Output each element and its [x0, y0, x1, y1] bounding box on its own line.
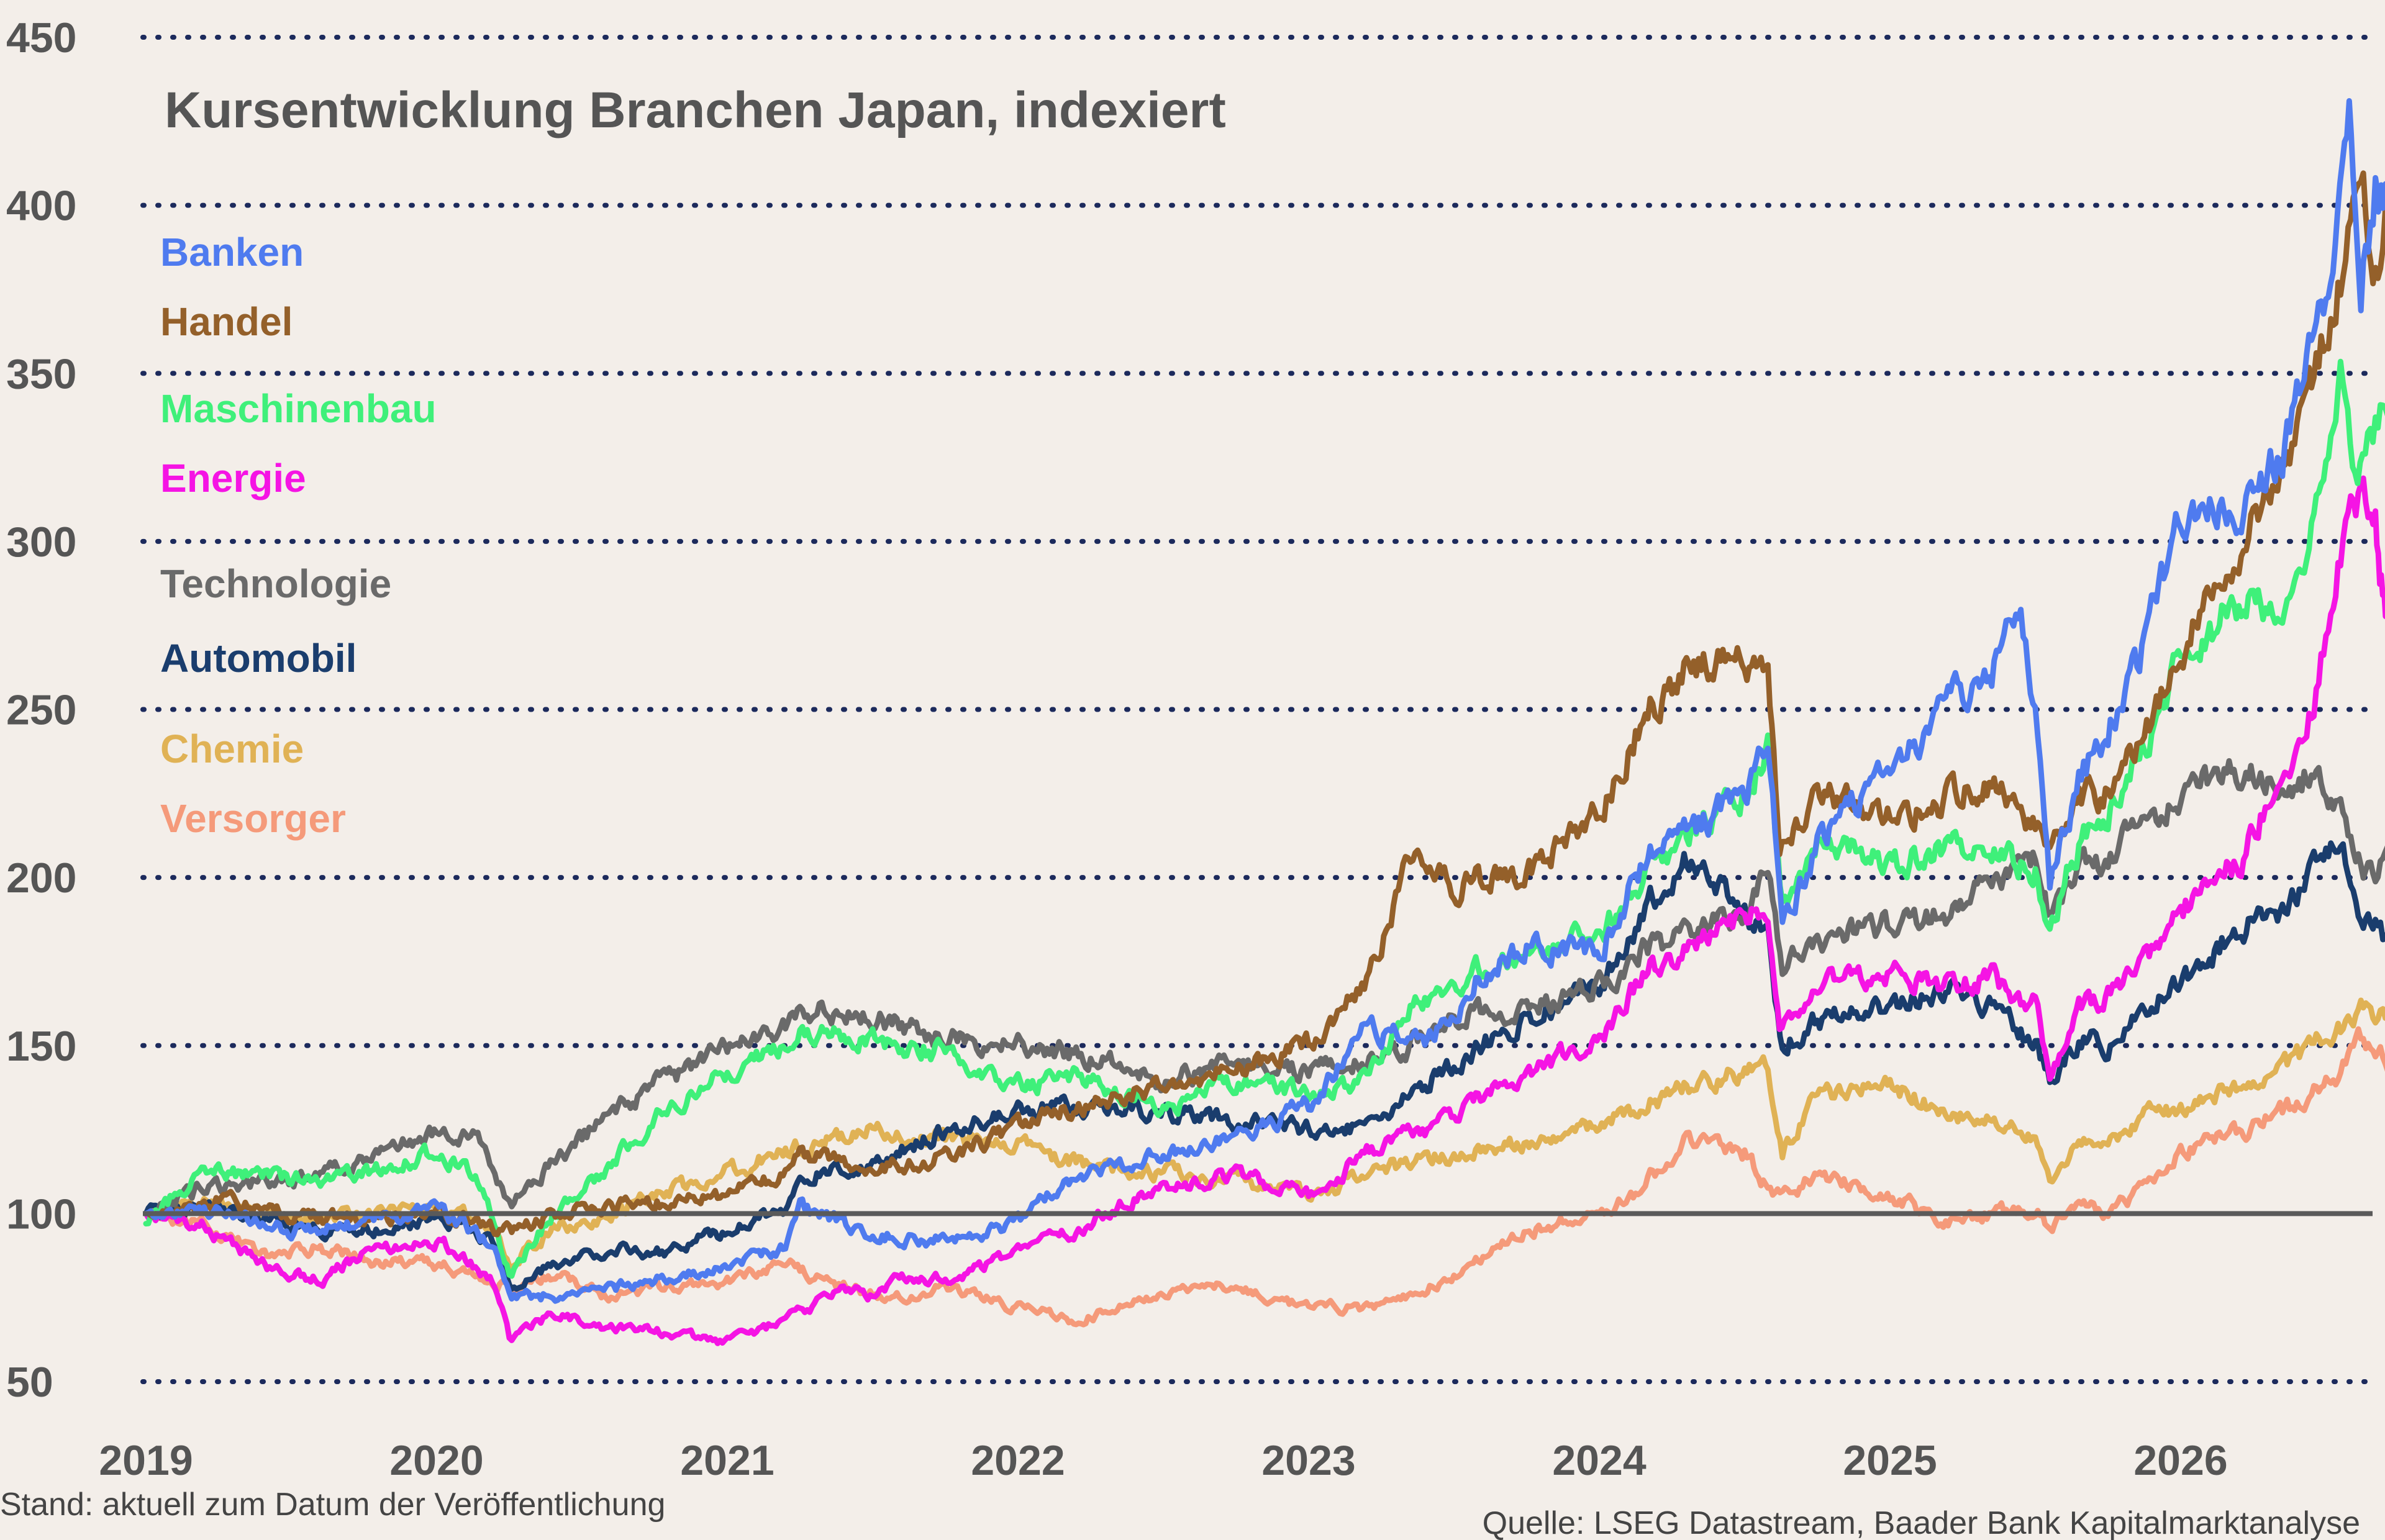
x-tick-label: 2024	[1552, 1437, 1646, 1484]
footnote-source: Quelle: LSEG Datastream, Baader Bank Kap…	[1483, 1505, 2360, 1540]
legend-label-automobil: Automobil	[160, 636, 357, 681]
legend-label-energie: Energie	[160, 456, 306, 500]
grid-lines	[140, 35, 2375, 1384]
y-tick-label: 250	[6, 687, 76, 734]
series-line-maschinenbau	[143, 358, 2385, 1279]
legend-label-versorger: Versorger	[160, 796, 346, 841]
y-tick-label: 200	[6, 854, 76, 902]
legend-label-handel: Handel	[160, 299, 293, 344]
x-tick-label: 2023	[1261, 1437, 1355, 1484]
x-tick-label: 2019	[99, 1437, 193, 1484]
y-tick-label: 300	[6, 519, 76, 566]
x-tick-label: 2025	[1843, 1437, 1937, 1484]
y-tick-label: 450	[6, 14, 76, 61]
series-line-technologie	[143, 758, 2385, 1221]
x-tick-label: 2026	[2133, 1437, 2227, 1484]
series-line-handel	[143, 170, 2385, 1238]
legend: Banken Handel Maschinenbau Energie Technolog…	[160, 230, 437, 841]
y-tick-label: 350	[6, 350, 76, 397]
y-tick-label: 150	[6, 1023, 76, 1070]
legend-label-chemie: Chemie	[160, 727, 304, 771]
y-tick-label: 100	[6, 1190, 76, 1238]
series-line-banken	[143, 98, 2385, 1304]
series-line-energie	[143, 475, 2385, 1346]
x-tick-label: 2022	[971, 1437, 1065, 1484]
x-tick-label: 2020	[389, 1437, 483, 1484]
series-lines	[143, 98, 2385, 1346]
legend-label-technologie: Technologie	[160, 561, 391, 606]
y-tick-label: 50	[6, 1359, 53, 1406]
x-tick-label: 2021	[680, 1437, 774, 1484]
chart-title: Kursentwicklung Branchen Japan, indexier…	[165, 82, 1226, 138]
legend-label-banken: Banken	[160, 230, 304, 274]
y-axis-ticks: 50 100 150 200 250 300 350 400 450	[6, 14, 76, 1406]
y-tick-label: 400	[6, 183, 76, 230]
legend-label-maschinenbau: Maschinenbau	[160, 386, 437, 431]
x-axis-ticks: 2019 2020 2021 2022 2023 2024 2025 2026	[99, 1437, 2227, 1484]
footnote-stand: Stand: aktuell zum Datum der Veröffentli…	[0, 1487, 665, 1523]
